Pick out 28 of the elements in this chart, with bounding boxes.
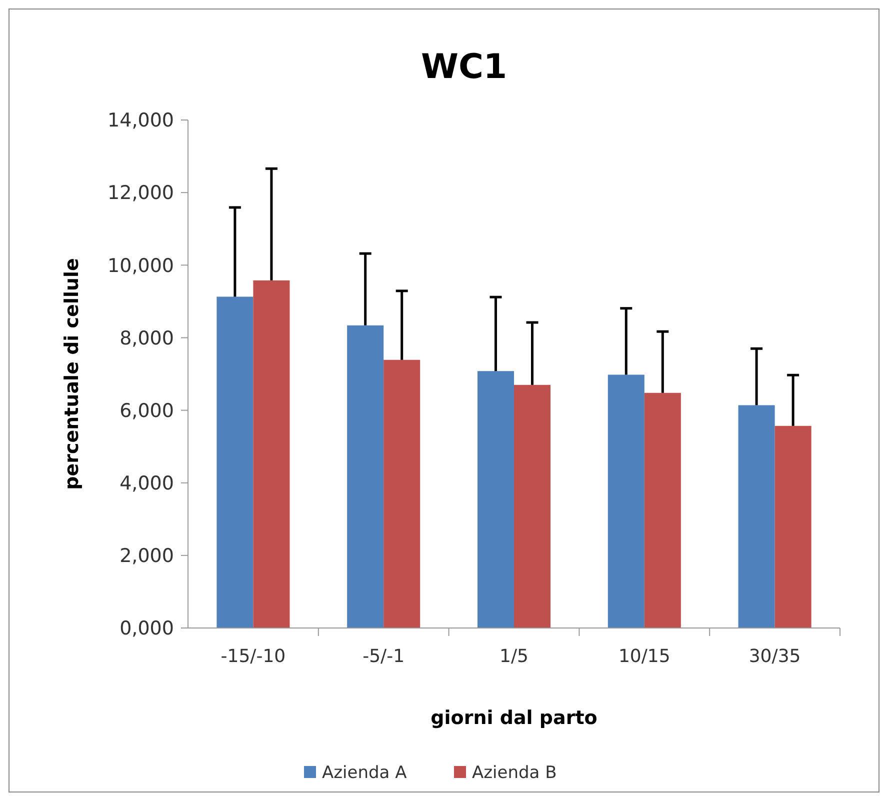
x-tick-label: -5/-1 — [362, 646, 405, 667]
bar — [644, 392, 681, 628]
bar — [608, 374, 644, 628]
legend-label: Azienda B — [472, 762, 557, 783]
y-tick-label: 4,000 — [120, 472, 174, 495]
bar — [514, 384, 551, 628]
y-tick-label: 10,000 — [108, 254, 174, 277]
y-tick-label: 8,000 — [120, 327, 174, 350]
bar — [774, 426, 812, 628]
x-tick-label: 10/15 — [618, 646, 670, 667]
x-axis-title: giorni dal parto — [430, 707, 598, 729]
bar — [477, 371, 514, 628]
y-tick-label: 14,000 — [108, 110, 174, 132]
legend-label: Azienda A — [322, 762, 408, 783]
y-tick-label: 6,000 — [120, 400, 174, 422]
bar — [384, 360, 420, 628]
bar — [216, 296, 254, 628]
y-axis-title: percentuale di cellule — [61, 258, 83, 490]
x-tick-label: -15/-10 — [220, 646, 286, 667]
x-tick-label: 30/35 — [748, 646, 801, 667]
bar — [253, 280, 290, 628]
chart-title: WC1 — [420, 47, 508, 87]
y-tick-label: 0,000 — [120, 618, 174, 640]
bar — [347, 325, 384, 628]
bar — [738, 405, 775, 628]
y-tick-label: 2,000 — [120, 545, 174, 568]
x-tick-label: 1/5 — [500, 646, 528, 667]
y-tick-label: 12,000 — [108, 182, 174, 204]
